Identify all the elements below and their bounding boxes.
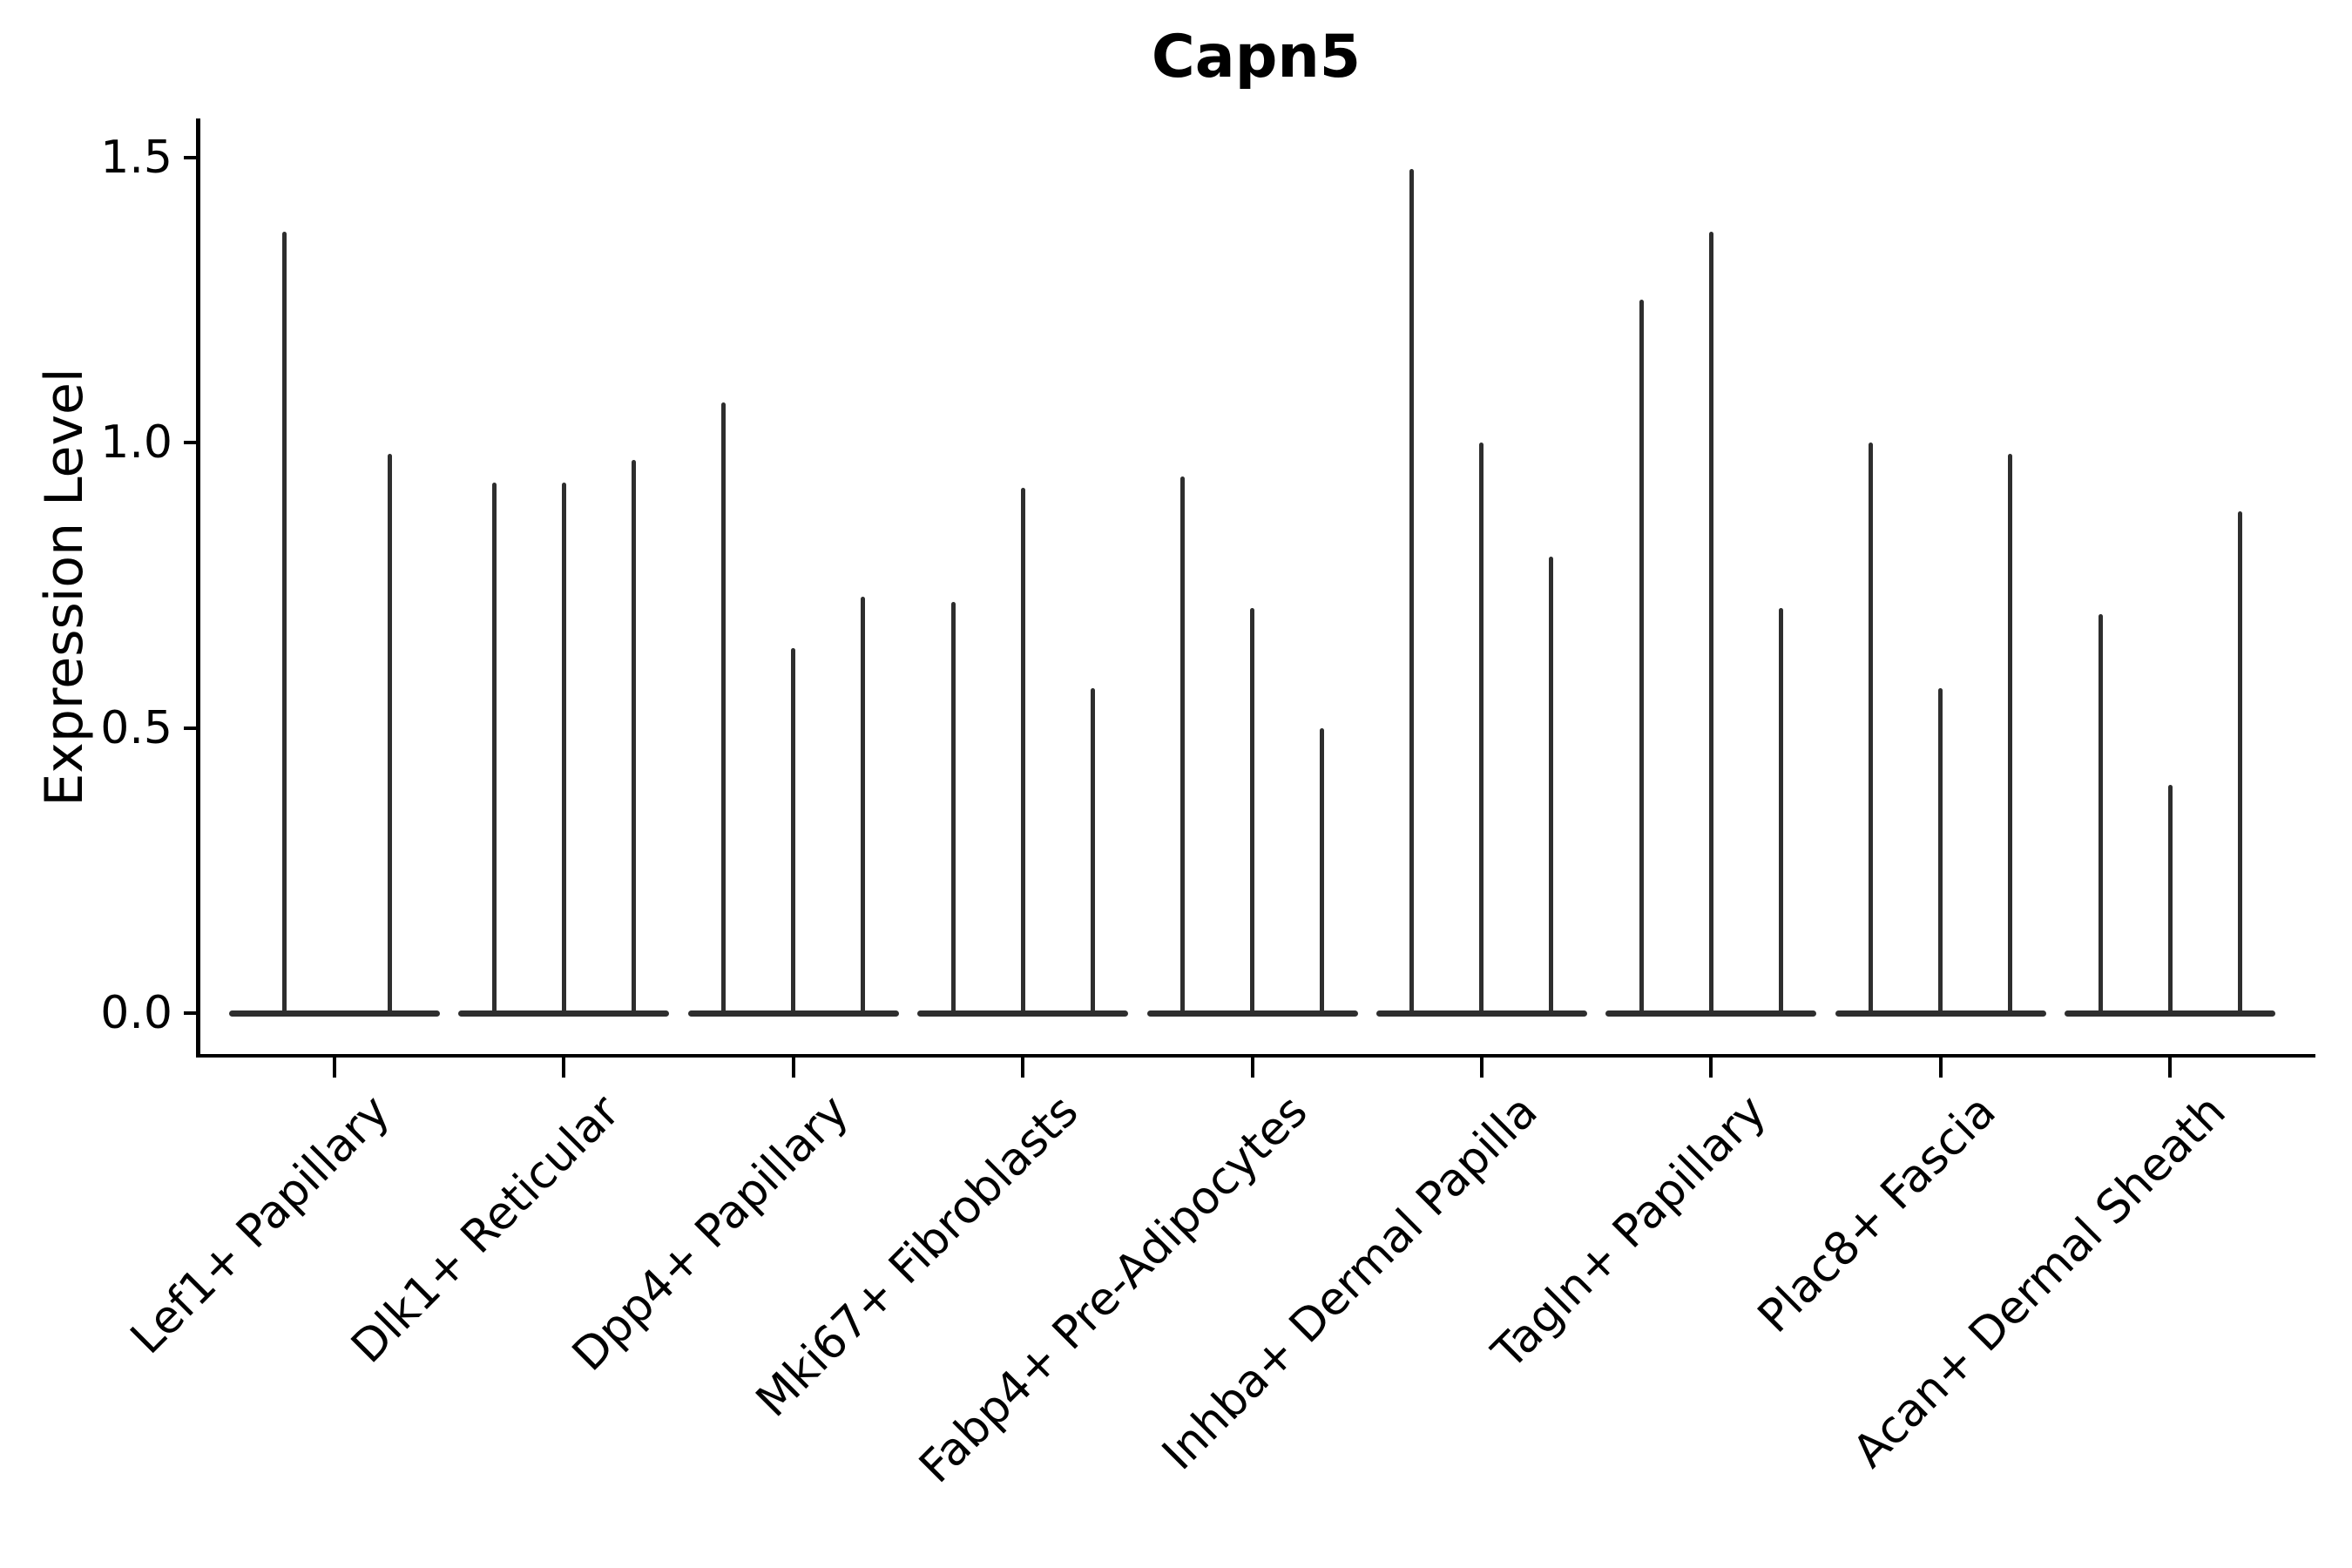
x-tick-mark (1709, 1056, 1713, 1078)
x-tick-mark (1938, 1056, 1943, 1078)
violin-spike (1938, 687, 1943, 1015)
y-tick-label: 0.5 (100, 701, 172, 754)
violin-spike (1320, 727, 1324, 1015)
violin-spike (2098, 613, 2103, 1015)
x-category-label: Inhba+ Dermal Papilla (1152, 1085, 1548, 1481)
x-tick-mark (333, 1056, 336, 1078)
x-category-label: Acan+ Dermal Sheath (1842, 1085, 2236, 1478)
violin-spike (1639, 300, 1644, 1015)
violin-spike (1869, 443, 1874, 1015)
violin-spike (281, 231, 287, 1015)
violin-spike (721, 402, 727, 1015)
x-tick-mark (1250, 1056, 1254, 1078)
violin-spike (1549, 557, 1554, 1015)
y-tick-mark (184, 155, 198, 159)
x-tick-mark (1479, 1056, 1484, 1078)
violin-spike (791, 647, 796, 1015)
x-category-label: Fabp4+ Pre-Adipocytes (909, 1085, 1318, 1494)
violin-base (229, 1010, 440, 1017)
y-tick-mark (184, 441, 198, 444)
y-tick-label: 0.0 (100, 987, 172, 1039)
x-tick-mark (562, 1056, 566, 1078)
y-tick-mark (184, 1011, 198, 1015)
y-tick-mark (184, 726, 198, 730)
violin-spike (1409, 168, 1415, 1015)
x-category-label: Plac8+ Fascia (1748, 1085, 2006, 1343)
violin-spike (631, 459, 636, 1015)
violin-spike (1479, 443, 1484, 1015)
violin-spike (950, 602, 956, 1015)
chart-title: Capn5 (1151, 23, 1362, 91)
y-tick-label: 1.5 (100, 131, 172, 184)
violin-spike (1180, 476, 1185, 1015)
x-tick-mark (1021, 1056, 1025, 1078)
violin-spike (491, 482, 497, 1015)
violin-spike (1020, 488, 1025, 1015)
violin-spike (1090, 687, 1095, 1015)
violin-spike (2167, 785, 2173, 1015)
violin-spike (387, 454, 392, 1015)
violin-spike (1250, 607, 1254, 1015)
x-axis-spine (196, 1053, 2315, 1058)
violin-spike (2237, 510, 2242, 1015)
y-axis-spine (196, 118, 200, 1058)
violin-spike (861, 596, 866, 1015)
violin-spike (1708, 231, 1713, 1015)
violin-spike (561, 482, 566, 1015)
y-tick-label: 1.0 (100, 416, 172, 469)
violin-spike (1778, 607, 1783, 1015)
x-tick-mark (791, 1056, 795, 1078)
x-tick-mark (2168, 1056, 2172, 1078)
violin-spike (2008, 454, 2013, 1015)
